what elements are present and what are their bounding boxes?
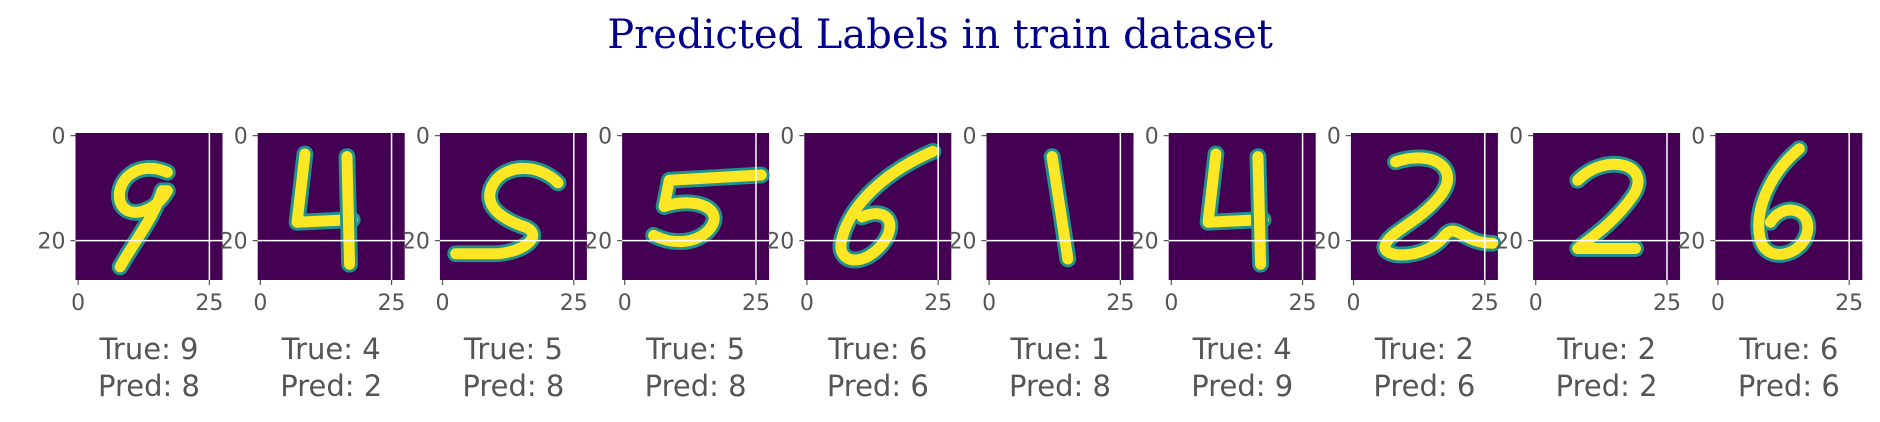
digit-image [257,133,405,280]
digit-strokes [1199,145,1272,273]
x-tick-label: 25 [1653,291,1681,316]
y-tick-label: 0 [1145,125,1159,150]
digit-strokes [1750,140,1817,263]
chart-title: Predicted Labels in train dataset [607,12,1273,58]
true-label: True: 4 [281,332,381,366]
pred-label: Pred: 6 [827,369,929,403]
y-tick-label: 20 [402,230,430,255]
y-tick-label: 0 [52,125,66,150]
y-tick-label: 0 [963,125,977,150]
true-label: True: 5 [463,332,563,366]
x-tick-label: 25 [560,291,588,316]
x-tick-label: 0 [436,291,450,316]
x-tick-label: 0 [253,291,267,316]
pred-label: Pred: 2 [280,369,382,403]
y-tick-label: 20 [1131,230,1159,255]
true-label: True: 4 [1192,332,1292,366]
true-label: True: 6 [1738,332,1838,366]
y-tick-label: 0 [234,125,248,150]
x-tick-label: 25 [924,291,952,316]
x-tick-label: 25 [1106,291,1134,316]
y-tick-label: 20 [766,230,794,255]
y-tick-label: 20 [949,230,977,255]
true-label: True: 2 [1374,332,1474,366]
y-tick-label: 20 [220,230,248,255]
y-tick-label: 20 [1495,230,1523,255]
x-tick-label: 0 [982,291,996,316]
x-tick-label: 0 [1529,291,1543,316]
y-tick-label: 20 [1313,230,1341,255]
x-tick-label: 25 [742,291,770,316]
true-label: True: 5 [645,332,745,366]
x-tick-label: 0 [1164,291,1178,316]
x-tick-label: 25 [1835,291,1863,316]
pred-label: Pred: 8 [462,369,564,403]
y-tick-label: 20 [38,230,66,255]
digit-image [1533,133,1681,280]
digit-strokes [1376,149,1502,264]
pred-label: Pred: 8 [98,369,200,403]
true-label: True: 1 [1009,332,1109,366]
pred-label: Pred: 9 [1191,369,1293,403]
pred-label: Pred: 8 [645,369,747,403]
y-tick-label: 0 [1509,125,1523,150]
x-tick-label: 0 [618,291,632,316]
x-tick-label: 0 [1347,291,1361,316]
x-tick-label: 25 [1289,291,1317,316]
digit-strokes [1043,148,1077,268]
pred-label: Pred: 8 [1009,369,1111,403]
digit-strokes [288,145,361,273]
x-tick-label: 25 [1471,291,1499,316]
y-tick-label: 0 [780,125,794,150]
x-tick-label: 25 [378,291,406,316]
y-tick-label: 0 [1691,125,1705,150]
true-label: True: 2 [1556,332,1656,366]
x-tick-label: 25 [195,291,223,316]
y-tick-label: 20 [584,230,612,255]
pred-label: Pred: 2 [1556,369,1658,403]
x-tick-label: 0 [800,291,814,316]
digit-strokes [1569,155,1647,257]
pred-label: Pred: 6 [1738,369,1840,403]
y-tick-label: 0 [598,125,612,150]
y-tick-label: 0 [416,125,430,150]
digit-image [1168,133,1316,280]
pred-label: Pred: 6 [1373,369,1475,403]
true-label: True: 9 [98,332,198,366]
digit-strokes [111,159,176,276]
true-label: True: 6 [827,332,927,366]
x-tick-label: 0 [1711,291,1725,316]
y-tick-label: 20 [1677,230,1705,255]
digit-strokes [447,160,567,263]
digit-strokes [832,142,942,269]
x-tick-label: 0 [71,291,85,316]
y-tick-label: 0 [1327,125,1341,150]
